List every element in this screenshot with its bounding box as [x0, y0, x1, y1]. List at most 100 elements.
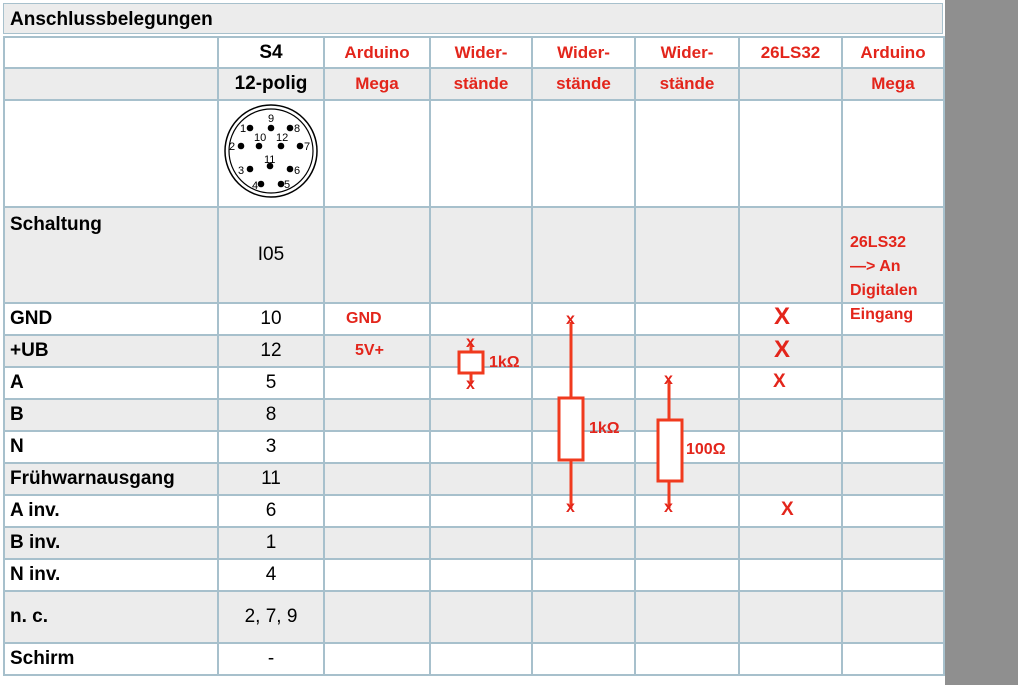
mark-x-a: X	[773, 371, 786, 392]
empty-cell	[738, 302, 843, 336]
row-label: +UB	[3, 334, 219, 368]
header-widerstaende-3: Wider-	[634, 36, 740, 69]
s4-pin: 4	[217, 558, 325, 592]
empty-cell	[634, 558, 740, 592]
row-label: A inv.	[3, 494, 219, 528]
table-row: Frühwarnausgang 11	[3, 462, 945, 496]
empty-cell	[634, 430, 740, 464]
table-row: GND 10	[3, 302, 945, 336]
row-label: GND	[3, 302, 219, 336]
row-label: Schirm	[3, 642, 219, 676]
empty-cell	[531, 366, 636, 400]
empty-cell	[323, 302, 431, 336]
empty-cell	[738, 366, 843, 400]
s4-pin: 8	[217, 398, 325, 432]
s4-pin: 11	[217, 462, 325, 496]
s4-pin: -	[217, 642, 325, 676]
empty-cell	[323, 366, 431, 400]
resistor-label-3: 100Ω	[686, 441, 726, 458]
table-row: A inv. 6	[3, 494, 945, 528]
pin-label: 12	[276, 132, 288, 144]
table-row: B inv. 1	[3, 526, 945, 560]
arduino-5v: 5V+	[355, 342, 384, 359]
pin-label: 4	[252, 180, 258, 192]
header-26ls32: 26LS32	[738, 36, 843, 69]
mark-x-gnd: X	[774, 303, 791, 330]
header-staende-3: stände	[634, 67, 740, 101]
empty-cell	[429, 494, 533, 528]
s4-pin: 5	[217, 366, 325, 400]
table-row: N inv. 4	[3, 558, 945, 592]
empty-cell	[531, 642, 636, 676]
empty-cell	[323, 642, 431, 676]
empty-cell	[531, 494, 636, 528]
table-row: Schirm -	[3, 642, 945, 676]
empty-cell	[323, 430, 431, 464]
header-widerstaende-2: Wider-	[531, 36, 636, 69]
mark-x-ub: X	[774, 336, 791, 363]
empty-cell	[531, 590, 636, 644]
empty-cell	[634, 302, 740, 336]
resistor-label-2: 1kΩ	[589, 420, 620, 437]
empty-cell	[634, 398, 740, 432]
empty-cell	[841, 302, 945, 336]
header-staende-1: stände	[429, 67, 533, 101]
note-line: —> An	[850, 258, 901, 275]
s4-pin: 1	[217, 526, 325, 560]
empty-cell	[841, 642, 945, 676]
resistor-100-icon	[656, 418, 684, 483]
row-label: N	[3, 430, 219, 464]
s4-pin: 6	[217, 494, 325, 528]
header-arduino: Arduino	[323, 36, 431, 69]
empty-cell	[323, 462, 431, 496]
mark-x: x	[466, 334, 475, 351]
empty-cell	[841, 430, 945, 464]
row-label: B inv.	[3, 526, 219, 560]
pin-label: 8	[294, 123, 300, 135]
header-row-2: 12-polig Mega stände stände stände Mega	[3, 67, 945, 101]
pin-label: 6	[294, 165, 300, 177]
empty-cell	[634, 590, 740, 644]
connector-diagram: 1 2 3 4 5 6 7 8 9 10 11 12	[217, 99, 325, 208]
empty-cell	[738, 462, 843, 496]
empty-cell	[323, 526, 431, 560]
connector-pinout-icon: 1 2 3 4 5 6 7 8 9 10 11 12	[224, 103, 318, 198]
empty-cell	[429, 430, 533, 464]
empty-cell	[841, 590, 945, 644]
s4-pin: I05	[217, 206, 325, 304]
pin-label: 1	[240, 123, 246, 135]
table-row: Schaltung I05	[3, 206, 945, 304]
mark-x-a-inv: X	[781, 499, 794, 520]
table-row: +UB 12	[3, 334, 945, 368]
s4-pin: 10	[217, 302, 325, 336]
header-widerstaende-1: Wider-	[429, 36, 533, 69]
empty-cell	[531, 526, 636, 560]
empty-cell	[841, 558, 945, 592]
pin-table: S4 Arduino Wider- Wider- Wider- 26LS32 A…	[3, 36, 945, 676]
empty-cell	[429, 526, 533, 560]
table-row: n. c. 2, 7, 9	[3, 590, 945, 644]
pin-label: 11	[264, 154, 275, 166]
mark-x: x	[664, 499, 673, 516]
mark-x: x	[566, 499, 575, 516]
resistor-1k-2-icon	[557, 396, 585, 462]
empty-cell	[634, 366, 740, 400]
empty-cell	[531, 206, 636, 304]
empty-cell	[841, 206, 945, 304]
empty-cell	[323, 334, 431, 368]
empty-cell	[738, 590, 843, 644]
header-s4: S4	[217, 36, 325, 69]
s4-pin: 3	[217, 430, 325, 464]
empty-cell	[323, 494, 431, 528]
pin-label: 9	[268, 113, 274, 125]
page-title: Anschlussbelegungen	[3, 3, 943, 34]
empty-cell	[841, 494, 945, 528]
header-12-polig: 12-polig	[217, 67, 325, 101]
empty-cell	[738, 334, 843, 368]
pin-label: 10	[254, 132, 266, 144]
empty-cell	[634, 206, 740, 304]
empty-cell	[738, 206, 843, 304]
header-mega-2: Mega	[841, 67, 945, 101]
empty-cell	[429, 642, 533, 676]
